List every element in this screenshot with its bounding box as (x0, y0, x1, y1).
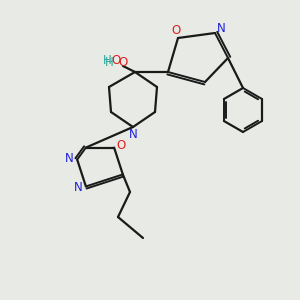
Text: O: O (111, 53, 121, 67)
Text: N: N (65, 152, 74, 165)
Text: H: H (105, 56, 114, 68)
Text: H: H (103, 53, 111, 67)
Text: N: N (74, 181, 82, 194)
Text: N: N (129, 128, 137, 142)
Text: O: O (116, 139, 126, 152)
Text: O: O (171, 25, 181, 38)
Text: O: O (118, 56, 127, 68)
Text: N: N (217, 22, 225, 34)
